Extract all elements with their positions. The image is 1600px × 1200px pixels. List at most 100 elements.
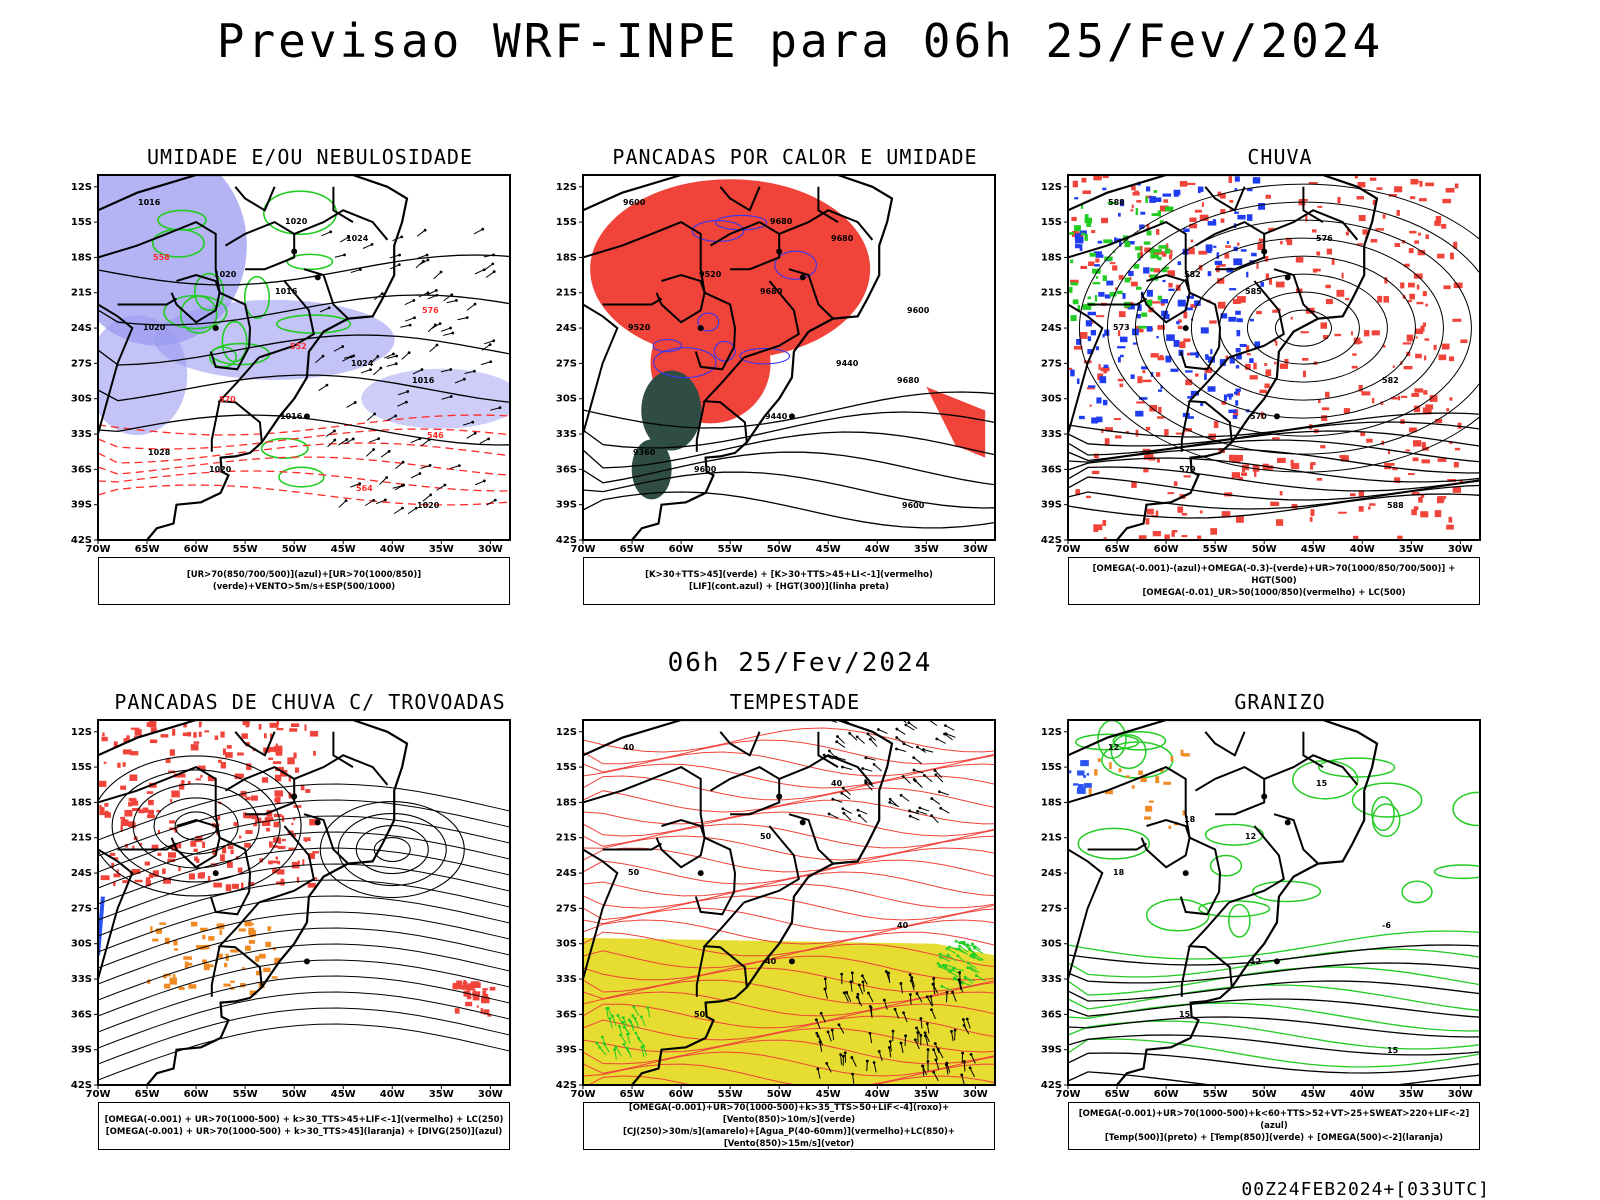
wind-vector [865,757,876,761]
wind-vector [406,390,410,393]
storm-red [461,985,469,990]
precip-red [1345,231,1349,236]
storm-red [293,817,296,821]
wind-vector [843,992,849,1002]
precip-red [1125,430,1129,434]
precip-red [1117,378,1124,382]
precip-red [1220,209,1226,214]
omega-blue [1233,258,1243,266]
storm-orange [208,936,215,941]
wind-vector [815,1031,819,1035]
streamline [98,975,510,1033]
panel-legend: [OMEGA(-0.001)+UR>70(1000-500)+k>35_TTS>… [583,1102,995,1150]
wind-vector [939,806,943,810]
lake [1284,274,1291,281]
wind-vector [887,1046,891,1049]
wind-vector [843,1051,847,1055]
storm-red [120,825,123,832]
storm-red [258,723,262,730]
storm-orange [163,983,171,989]
wind-vector [491,262,495,266]
precip-red [1353,337,1361,345]
wind-vector [446,299,457,304]
wind-vector [386,363,397,367]
lat-label: 39S [71,500,92,511]
wind-850-green [601,1036,607,1047]
humidity-contour [278,466,325,488]
precip-red [1415,353,1422,359]
precip-red [1290,459,1294,467]
lon-label: 35W [1399,1089,1424,1100]
lake [697,870,704,877]
lat-label: 15S [71,762,92,773]
wind-vector [858,814,861,817]
wind-vector [824,978,827,989]
precip-red [1401,395,1408,398]
wind-vector [945,1064,949,1075]
wind-vector [420,368,424,371]
lon-label: 50W [767,544,792,555]
wind-vector [864,781,868,785]
lake [799,819,806,826]
wind-vector [969,1067,975,1078]
wind-vector [420,439,430,447]
storm-red [313,877,318,880]
precip-red [1188,247,1195,255]
wind-vector [825,1062,829,1065]
contour-label: 582 [1382,376,1399,385]
storm-orange [208,964,214,968]
precip-red [1408,427,1417,433]
lat-label: 24S [71,868,92,879]
precip-red [1249,375,1258,380]
wind-vector [931,815,939,824]
omega-blue [1190,390,1200,396]
contour-label: 1016 [280,412,303,421]
lon-label: 40W [380,1089,405,1100]
wind-vector [387,449,391,453]
precip-red [1425,182,1435,187]
omega-green [1084,214,1089,219]
precip-red [1220,218,1225,223]
precip-red [1446,524,1454,530]
precip-red [1194,373,1199,377]
precip-red [1236,296,1246,303]
wind-vector [920,1018,923,1029]
wind-vector [827,812,831,816]
precip-red [1305,214,1308,222]
precip-red [1320,445,1326,449]
omega-blue [1234,188,1238,191]
precip-red [1453,241,1458,249]
country-border [1204,731,1246,757]
wind-vector [888,797,892,801]
precip-red [1454,447,1461,451]
lake [776,248,783,255]
country-border [258,825,315,904]
streamline [319,800,465,899]
wind-vector [407,507,417,515]
lake [303,413,310,420]
omega-blue [1130,374,1135,379]
wind-vector [842,787,851,796]
storm-red [235,773,244,778]
wind-vector [932,1048,936,1052]
wind-vector [823,987,827,991]
precip-red [1363,330,1370,337]
wind-vector [933,1071,939,1082]
wind-vector [492,339,496,343]
storm-red [139,842,143,846]
lat-label: 39S [1041,1045,1062,1056]
wind-vector [855,995,859,999]
precip-red [1142,370,1146,374]
contour-label: 1024 [346,234,369,243]
country-border [704,291,737,347]
precip-red [1434,510,1442,518]
storm-red [480,996,490,1004]
lat-label: 21S [71,288,92,299]
wind-850-green [600,1035,604,1039]
omega-blue [1251,252,1257,257]
storm-red [463,980,467,985]
precip-red [1316,251,1321,256]
precip-red [1457,422,1462,429]
storm-red [163,877,171,884]
precip-red [1325,284,1331,289]
